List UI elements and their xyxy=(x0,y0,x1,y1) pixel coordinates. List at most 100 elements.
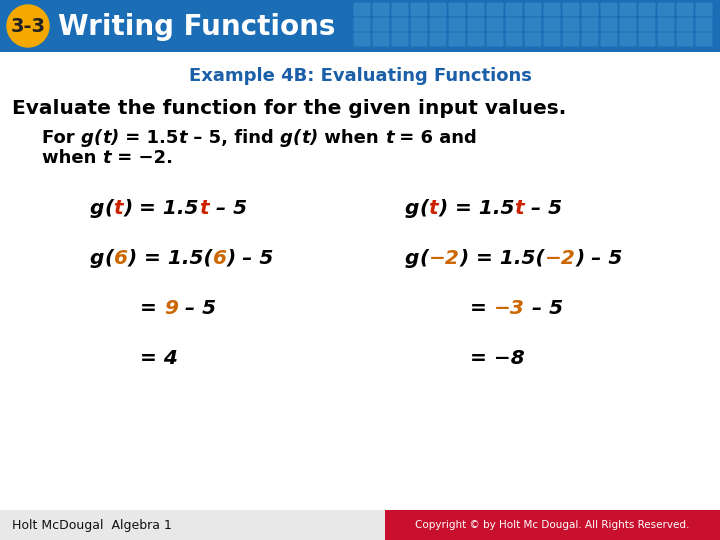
Text: −3: −3 xyxy=(494,299,525,318)
FancyBboxPatch shape xyxy=(600,17,618,31)
Text: t: t xyxy=(179,129,187,147)
Text: t: t xyxy=(428,199,438,218)
Text: =: = xyxy=(470,299,494,318)
Text: ) – 5: ) – 5 xyxy=(227,248,274,267)
Text: t: t xyxy=(199,199,209,218)
Text: = −2.: = −2. xyxy=(112,149,174,167)
Bar xyxy=(0,0,720,52)
Text: g: g xyxy=(405,199,419,218)
Text: = −8: = −8 xyxy=(470,348,525,368)
FancyBboxPatch shape xyxy=(430,17,446,31)
Text: −2: −2 xyxy=(544,248,575,267)
FancyBboxPatch shape xyxy=(657,17,675,31)
Text: t: t xyxy=(102,129,111,147)
Text: Evaluate the function for the given input values.: Evaluate the function for the given inpu… xyxy=(12,98,566,118)
FancyBboxPatch shape xyxy=(449,17,466,31)
Text: – 5: – 5 xyxy=(523,199,562,218)
FancyBboxPatch shape xyxy=(354,3,371,17)
FancyBboxPatch shape xyxy=(410,32,428,46)
FancyBboxPatch shape xyxy=(354,17,371,31)
Text: (: ( xyxy=(104,199,114,218)
FancyBboxPatch shape xyxy=(677,3,693,17)
FancyBboxPatch shape xyxy=(487,32,503,46)
Text: = 1.5(: = 1.5( xyxy=(469,248,544,267)
FancyBboxPatch shape xyxy=(677,32,693,46)
FancyBboxPatch shape xyxy=(505,17,523,31)
FancyBboxPatch shape xyxy=(696,32,713,46)
Text: g: g xyxy=(81,129,94,147)
Text: (: ( xyxy=(94,129,102,147)
FancyBboxPatch shape xyxy=(524,17,541,31)
Text: t: t xyxy=(301,129,310,147)
Text: t: t xyxy=(514,199,523,218)
FancyBboxPatch shape xyxy=(696,17,713,31)
FancyBboxPatch shape xyxy=(600,32,618,46)
Circle shape xyxy=(7,5,49,47)
Text: when: when xyxy=(318,129,384,147)
Text: Writing Functions: Writing Functions xyxy=(58,13,336,41)
FancyBboxPatch shape xyxy=(639,17,655,31)
FancyBboxPatch shape xyxy=(677,17,693,31)
Text: ): ) xyxy=(438,199,448,218)
FancyBboxPatch shape xyxy=(582,3,598,17)
Text: Copyright © by Holt Mc Dougal. All Rights Reserved.: Copyright © by Holt Mc Dougal. All Right… xyxy=(415,520,689,530)
Text: – 5: – 5 xyxy=(525,299,563,318)
Text: g: g xyxy=(280,129,293,147)
Text: ): ) xyxy=(127,248,137,267)
Text: = 1.5: = 1.5 xyxy=(448,199,514,218)
FancyBboxPatch shape xyxy=(467,17,485,31)
FancyBboxPatch shape xyxy=(430,32,446,46)
Text: = 1.5: = 1.5 xyxy=(132,199,199,218)
FancyBboxPatch shape xyxy=(639,32,655,46)
Bar xyxy=(385,510,720,540)
Text: −2: −2 xyxy=(428,248,459,267)
Text: = 1.5(: = 1.5( xyxy=(137,248,212,267)
FancyBboxPatch shape xyxy=(487,17,503,31)
FancyBboxPatch shape xyxy=(392,3,408,17)
FancyBboxPatch shape xyxy=(392,17,408,31)
FancyBboxPatch shape xyxy=(619,3,636,17)
FancyBboxPatch shape xyxy=(467,3,485,17)
Text: t: t xyxy=(384,129,393,147)
FancyBboxPatch shape xyxy=(562,3,580,17)
FancyBboxPatch shape xyxy=(619,32,636,46)
Text: For: For xyxy=(42,129,81,147)
FancyBboxPatch shape xyxy=(449,3,466,17)
FancyBboxPatch shape xyxy=(410,3,428,17)
FancyBboxPatch shape xyxy=(354,32,371,46)
FancyBboxPatch shape xyxy=(639,3,655,17)
Text: Example 4B: Evaluating Functions: Example 4B: Evaluating Functions xyxy=(189,67,531,85)
Text: ): ) xyxy=(111,129,119,147)
Text: t: t xyxy=(103,149,112,167)
FancyBboxPatch shape xyxy=(392,32,408,46)
FancyBboxPatch shape xyxy=(467,32,485,46)
FancyBboxPatch shape xyxy=(657,32,675,46)
Text: (: ( xyxy=(293,129,301,147)
Text: – 5: – 5 xyxy=(209,199,247,218)
Text: g: g xyxy=(90,248,104,267)
FancyBboxPatch shape xyxy=(372,32,390,46)
FancyBboxPatch shape xyxy=(582,32,598,46)
FancyBboxPatch shape xyxy=(544,3,560,17)
Text: – 5: – 5 xyxy=(178,299,216,318)
FancyBboxPatch shape xyxy=(524,3,541,17)
Text: 9: 9 xyxy=(164,299,178,318)
FancyBboxPatch shape xyxy=(544,17,560,31)
Text: g: g xyxy=(405,248,419,267)
FancyBboxPatch shape xyxy=(524,32,541,46)
Text: =: = xyxy=(140,299,164,318)
FancyBboxPatch shape xyxy=(487,3,503,17)
FancyBboxPatch shape xyxy=(505,3,523,17)
Text: ): ) xyxy=(310,129,318,147)
FancyBboxPatch shape xyxy=(619,17,636,31)
Text: 6: 6 xyxy=(114,248,127,267)
Text: (: ( xyxy=(419,248,428,267)
Text: = 1.5: = 1.5 xyxy=(119,129,179,147)
Text: ): ) xyxy=(459,248,469,267)
FancyBboxPatch shape xyxy=(372,3,390,17)
FancyBboxPatch shape xyxy=(582,17,598,31)
Text: 6: 6 xyxy=(212,248,227,267)
FancyBboxPatch shape xyxy=(562,32,580,46)
Text: (: ( xyxy=(104,248,114,267)
Text: g: g xyxy=(90,199,104,218)
